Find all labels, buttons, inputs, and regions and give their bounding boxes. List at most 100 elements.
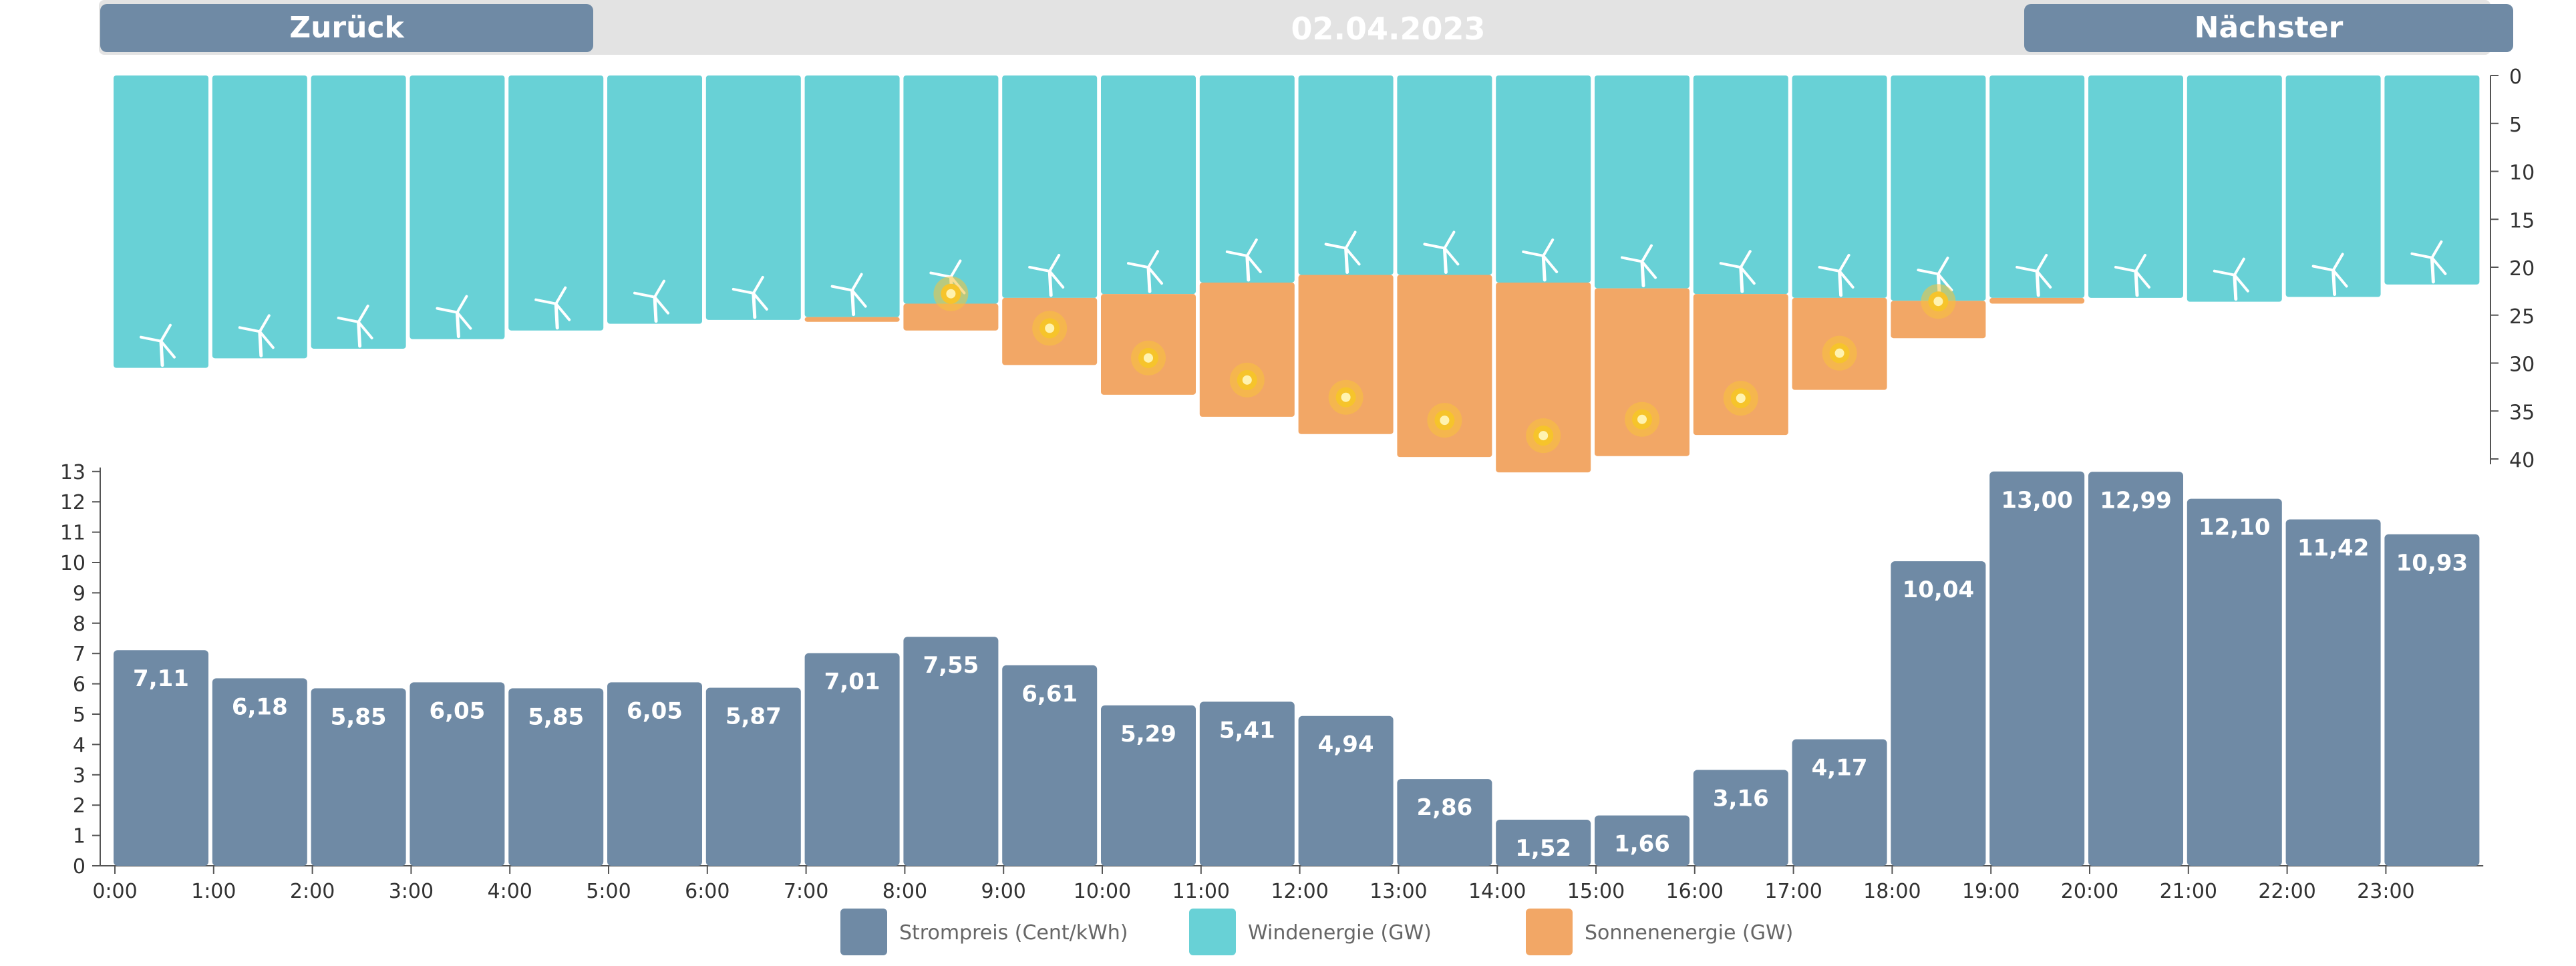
bottom-x-tick-label: 20:00 — [2061, 880, 2118, 903]
price-value-label: 1,66 — [1614, 831, 1670, 858]
wind-turbine-icon — [732, 275, 768, 319]
bottom-y-tick-label: 5 — [73, 703, 86, 727]
price-value-label: 5,87 — [726, 703, 782, 730]
bottom-x-tick-label: 19:00 — [1962, 880, 2020, 903]
legend-swatch — [1526, 909, 1573, 955]
bottom-x-tick-label: 17:00 — [1764, 880, 1822, 903]
price-bar — [2285, 519, 2381, 866]
solar-bar — [1693, 294, 1788, 436]
bottom-y-tick-label: 3 — [73, 764, 86, 788]
solar-bar — [1989, 297, 2085, 304]
price-bar — [311, 688, 406, 866]
price-value-label: 7,01 — [824, 669, 880, 695]
price-bar — [1298, 715, 1394, 866]
price-value-label: 6,18 — [232, 693, 288, 720]
price-bar — [2187, 498, 2282, 866]
wind-bar — [410, 75, 505, 339]
top-y-tick-label: 25 — [2509, 305, 2535, 329]
wind-turbine-icon — [1423, 230, 1460, 274]
wind-bar — [1989, 75, 2085, 298]
bottom-x-tick-label: 11:00 — [1172, 880, 1230, 903]
price-value-label: 11,42 — [2297, 535, 2370, 562]
price-value-label: 4,17 — [1812, 755, 1868, 782]
back-button[interactable]: Zurück — [100, 4, 593, 52]
wind-bar — [1199, 75, 1295, 283]
price-bar — [212, 678, 307, 866]
wind-turbine-icon — [2410, 240, 2447, 284]
wind-bar — [1496, 75, 1591, 283]
bottom-y-tick-label: 0 — [73, 855, 86, 878]
price-value-label: 6,05 — [429, 697, 485, 724]
solar-bar — [903, 303, 999, 331]
sun-icon — [1328, 379, 1363, 415]
price-bar — [1496, 819, 1591, 866]
bottom-y-tick-label: 4 — [73, 734, 86, 757]
legend-swatch — [1189, 909, 1236, 955]
wind-turbine-icon — [1127, 250, 1163, 293]
next-button[interactable]: Nächster — [2024, 4, 2513, 52]
wind-turbine-icon — [1719, 250, 1756, 293]
sun-icon — [933, 276, 969, 311]
sun-icon — [1625, 401, 1659, 437]
solar-bar — [1595, 288, 1689, 456]
wind-bar — [705, 75, 801, 320]
wind-bar — [1397, 75, 1492, 275]
legend-swatch — [840, 909, 887, 955]
price-bar — [410, 682, 505, 866]
top-y-tick-label: 5 — [2509, 114, 2522, 137]
wind-bar — [2088, 75, 2183, 298]
bottom-y-tick-label: 6 — [73, 673, 86, 697]
wind-bar — [114, 75, 208, 368]
solar-bar — [1298, 275, 1394, 434]
wind-bar — [1891, 75, 1986, 301]
price-bar — [1397, 779, 1492, 866]
solar-bar — [1496, 282, 1591, 473]
sun-icon — [1921, 284, 1956, 319]
wind-turbine-icon — [140, 323, 176, 367]
wind-turbine-icon — [2311, 253, 2348, 296]
wind-bar — [1298, 75, 1394, 275]
bottom-x-tick-label: 16:00 — [1666, 880, 1724, 903]
solar-bar — [1891, 301, 1986, 339]
price-value-label: 13,00 — [2001, 487, 2073, 514]
current-date: 02.04.2023 — [1291, 11, 1486, 47]
wind-bar — [212, 75, 307, 359]
wind-turbine-icon — [534, 286, 571, 330]
bottom-x-tick-label: 2:00 — [290, 880, 335, 903]
wind-turbine-icon — [436, 295, 472, 339]
price-bar — [2384, 534, 2480, 866]
bottom-x-tick-label: 7:00 — [784, 880, 828, 903]
price-value-label: 6,61 — [1021, 681, 1078, 707]
wind-bar — [1002, 75, 1098, 298]
bottom-x-tick-label: 1:00 — [191, 880, 236, 903]
wind-bar — [804, 75, 900, 317]
price-value-label: 7,11 — [133, 665, 189, 692]
wind-bar — [1595, 75, 1689, 289]
price-bar — [1199, 701, 1295, 866]
price-value-label: 12,10 — [2199, 514, 2271, 541]
price-bar — [1595, 815, 1689, 866]
solar-bar — [1199, 282, 1295, 417]
bottom-x-tick-label: 18:00 — [1863, 880, 1921, 903]
price-bar — [903, 637, 999, 866]
price-value-label: 7,55 — [923, 652, 979, 679]
bottom-x-tick-label: 23:00 — [2357, 880, 2414, 903]
bottom-x-tick-label: 22:00 — [2258, 880, 2315, 903]
price-bar — [804, 653, 900, 866]
bottom-y-tick-label: 8 — [73, 613, 86, 636]
wind-bar — [1101, 75, 1196, 295]
wind-bar — [1693, 75, 1788, 295]
wind-turbine-icon — [830, 273, 867, 317]
wind-turbine-icon — [2016, 253, 2052, 297]
wind-turbine-icon — [2114, 253, 2150, 297]
wind-turbine-icon — [1818, 253, 1855, 297]
solar-bar — [804, 317, 900, 322]
bottom-x-tick-label: 4:00 — [488, 880, 532, 903]
bottom-y-tick-label: 1 — [73, 825, 86, 848]
price-value-label: 6,05 — [627, 697, 683, 724]
wind-turbine-icon — [2213, 257, 2249, 301]
legend-label: Sonnenenergie (GW) — [1585, 921, 1793, 945]
top-y-tick-label: 15 — [2509, 209, 2535, 232]
bottom-y-tick-label: 11 — [60, 522, 86, 545]
